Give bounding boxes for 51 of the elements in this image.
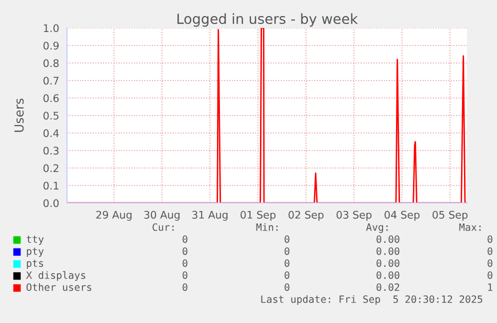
y-tick-label: 0.4 — [43, 129, 59, 138]
legend-label: tty — [26, 236, 44, 245]
text: 0 — [488, 259, 492, 267]
x-tick-label: 04 Sep — [384, 210, 420, 221]
text: 0.00 — [376, 271, 400, 279]
legend-label: pts — [26, 260, 44, 269]
text: 0 — [488, 235, 492, 243]
text: 0 — [284, 247, 290, 255]
text: Cur: — [152, 223, 174, 231]
y-tick-label: 0.3 — [43, 146, 59, 155]
text: 0 — [488, 271, 492, 279]
text: 0.00 — [376, 235, 400, 243]
legend-label: pty — [26, 248, 44, 257]
y-tick-label: 0.2 — [43, 164, 58, 172]
text: 0 — [284, 259, 290, 267]
x-tick-label: 05 Sep — [432, 210, 468, 221]
y-tick-label: 0.6 — [43, 94, 59, 102]
y-tick-label: 0.7 — [43, 76, 58, 85]
x-tick-label: 31 Aug — [192, 210, 228, 221]
text: 0 — [182, 259, 188, 267]
x-tick-label: 03 Sep — [336, 210, 372, 221]
y-tick-label: 0.1 — [43, 182, 58, 190]
text: 0.00 — [376, 259, 400, 267]
x-tick-label: 30 Aug — [144, 210, 180, 221]
text: 0 — [284, 235, 290, 243]
text: 0 — [182, 283, 188, 291]
text: 1 — [488, 283, 492, 291]
legend-label: Other users — [26, 283, 92, 291]
x-tick-label: 29 Aug — [96, 210, 132, 221]
legend-label: X displays — [26, 271, 86, 281]
text: 0.00 — [376, 247, 400, 255]
y-tick-label: 1.0 — [44, 24, 59, 32]
text: 0 — [284, 283, 290, 291]
x-tick-label: 01 Sep — [240, 210, 276, 221]
text: Avg: — [366, 223, 388, 233]
y-tick-label: 0.8 — [43, 59, 59, 68]
y-tick-label: 0.0 — [43, 199, 59, 208]
text: 0 — [488, 247, 492, 255]
text: Last update: Fri Sep 5 20:30:12 2025 — [261, 295, 482, 305]
text: 0 — [182, 247, 188, 255]
text: 0 — [182, 235, 188, 243]
x-tick-label: 02 Sep — [288, 210, 324, 221]
y-axis-title: Users — [14, 98, 24, 132]
text: 0.02 — [376, 283, 400, 291]
y-tick-label: 0.5 — [43, 112, 58, 120]
text: 0 — [284, 271, 290, 279]
text: 0 — [182, 271, 188, 279]
text: Min: — [256, 223, 278, 231]
y-tick-label: 0.9 — [43, 42, 59, 50]
text: Max: — [459, 223, 481, 231]
chart-title: Logged in users - by week — [177, 13, 358, 27]
